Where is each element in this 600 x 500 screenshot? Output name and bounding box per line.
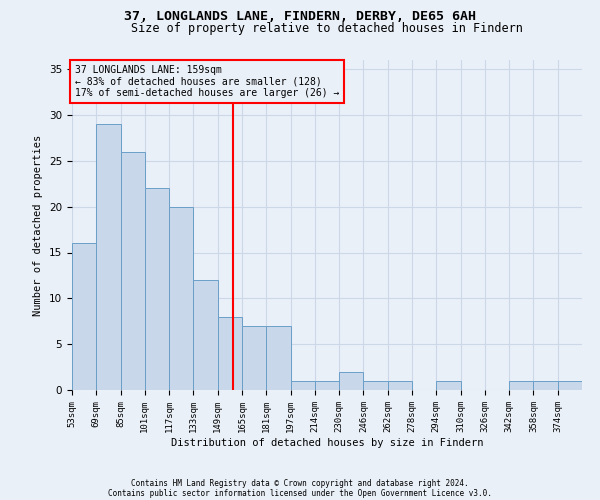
Bar: [509, 381, 533, 390]
Bar: [218, 316, 242, 390]
Bar: [533, 381, 558, 390]
Bar: [558, 381, 582, 390]
Bar: [72, 244, 96, 390]
Bar: [339, 372, 364, 390]
Bar: [121, 152, 145, 390]
Bar: [436, 381, 461, 390]
Bar: [145, 188, 169, 390]
Text: 37, LONGLANDS LANE, FINDERN, DERBY, DE65 6AH: 37, LONGLANDS LANE, FINDERN, DERBY, DE65…: [124, 10, 476, 23]
Bar: [169, 206, 193, 390]
Bar: [242, 326, 266, 390]
Bar: [364, 381, 388, 390]
Title: Size of property relative to detached houses in Findern: Size of property relative to detached ho…: [131, 22, 523, 35]
Bar: [388, 381, 412, 390]
Bar: [290, 381, 315, 390]
Text: Contains HM Land Registry data © Crown copyright and database right 2024.: Contains HM Land Registry data © Crown c…: [131, 478, 469, 488]
X-axis label: Distribution of detached houses by size in Findern: Distribution of detached houses by size …: [171, 438, 483, 448]
Text: Contains public sector information licensed under the Open Government Licence v3: Contains public sector information licen…: [108, 488, 492, 498]
Bar: [96, 124, 121, 390]
Text: 37 LONGLANDS LANE: 159sqm
← 83% of detached houses are smaller (128)
17% of semi: 37 LONGLANDS LANE: 159sqm ← 83% of detac…: [75, 64, 340, 98]
Y-axis label: Number of detached properties: Number of detached properties: [34, 134, 43, 316]
Bar: [315, 381, 339, 390]
Bar: [266, 326, 290, 390]
Bar: [193, 280, 218, 390]
